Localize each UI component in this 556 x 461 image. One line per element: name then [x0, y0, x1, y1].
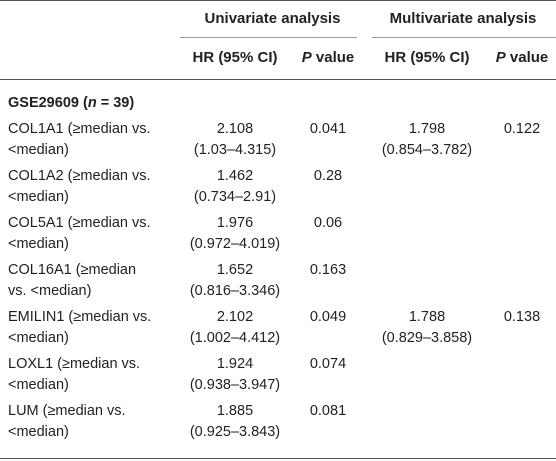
multi-ci-value: (0.854–3.782) [381, 142, 473, 158]
uni-ci-value: (0.938–3.947) [189, 377, 281, 393]
multi-p-value: 0.122 [503, 121, 541, 137]
uni-hr-value: 1.976 [216, 215, 254, 231]
multi-hr-value: 1.788 [408, 309, 446, 325]
gene-label-line2: <median) [8, 189, 69, 205]
univariate-header: Univariate analysis [204, 10, 341, 27]
gene-label-line1: EMILIN1 (≥median vs. [8, 309, 152, 325]
multi-ci-value: (0.829–3.858) [381, 330, 473, 346]
gene-label-line2: <median) [8, 377, 69, 393]
multi-p-value: 0.138 [503, 309, 541, 325]
uni-p-value: 0.06 [313, 215, 343, 231]
uni-hr-value: 2.108 [216, 121, 254, 137]
gene-label-line1: COL5A1 (≥median vs. [8, 215, 151, 231]
gene-label-line2: <median) [8, 424, 69, 440]
gene-label-line2: vs. <median) [8, 283, 92, 299]
uni-ci-value: (0.816–3.346) [189, 283, 281, 299]
multivariate-underline [372, 37, 556, 38]
uni-ci-value: (0.972–4.019) [189, 236, 281, 252]
uni-p-value: 0.074 [309, 356, 347, 372]
uni-ci-value: (0.734–2.91) [193, 189, 277, 205]
gene-label-line1: LUM (≥median vs. [8, 403, 126, 419]
gene-label-line2: <median) [8, 236, 69, 252]
section-label: GSE29609 (n = 39) [8, 95, 135, 111]
uni-p-header: P value [301, 49, 355, 66]
multivariate-header: Multivariate analysis [389, 10, 537, 27]
uni-hr-header: HR (95% CI) [192, 49, 278, 66]
uni-hr-value: 2.102 [216, 309, 254, 325]
header-rule [0, 79, 556, 80]
gene-label-line1: COL16A1 (≥median [8, 262, 137, 278]
gene-label-line1: COL1A2 (≥median vs. [8, 168, 151, 184]
multi-hr-header: HR (95% CI) [384, 49, 470, 66]
univariate-underline [180, 37, 357, 38]
multi-p-header: P value [495, 49, 549, 66]
uni-ci-value: (1.002–4.412) [189, 330, 281, 346]
gene-label-line1: LOXL1 (≥median vs. [8, 356, 141, 372]
uni-hr-value: 1.924 [216, 356, 254, 372]
uni-p-value: 0.049 [309, 309, 347, 325]
top-rule [0, 0, 556, 1]
uni-ci-value: (1.03–4.315) [193, 142, 277, 158]
gene-label-line2: <median) [8, 142, 69, 158]
gene-label-line1: COL1A1 (≥median vs. [8, 121, 151, 137]
multi-hr-value: 1.798 [408, 121, 446, 137]
uni-hr-value: 1.885 [216, 403, 254, 419]
uni-p-value: 0.081 [309, 403, 347, 419]
uni-ci-value: (0.925–3.843) [189, 424, 281, 440]
uni-p-value: 0.28 [313, 168, 343, 184]
gene-label-line2: <median) [8, 330, 69, 346]
uni-hr-value: 1.462 [216, 168, 254, 184]
uni-p-value: 0.163 [309, 262, 347, 278]
uni-hr-value: 1.652 [216, 262, 254, 278]
uni-p-value: 0.041 [309, 121, 347, 137]
bottom-rule [0, 458, 556, 459]
